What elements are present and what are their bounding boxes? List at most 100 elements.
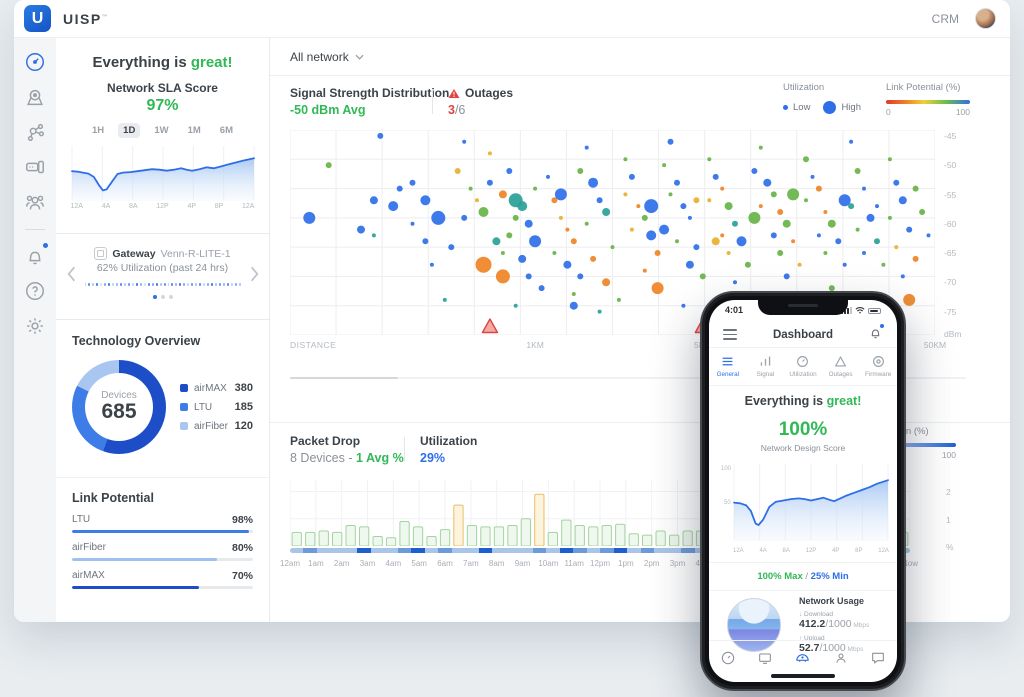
scatter-point[interactable]	[787, 188, 800, 201]
scatter-point[interactable]	[744, 261, 751, 268]
scatter-point[interactable]	[431, 210, 446, 225]
sidebar-item-topology[interactable]	[23, 120, 47, 144]
scatter-point[interactable]	[577, 273, 584, 280]
uisp-logo-icon[interactable]: U	[24, 5, 51, 32]
network-selector[interactable]: All network	[290, 50, 364, 64]
scatter-point[interactable]	[903, 293, 916, 306]
scatter-point[interactable]	[569, 301, 578, 310]
scatter-point[interactable]	[770, 232, 777, 239]
scatter-point[interactable]	[874, 238, 880, 245]
sidebar-item-settings[interactable]	[23, 314, 47, 338]
range-1h[interactable]: 1H	[92, 125, 105, 136]
scatter-point[interactable]	[442, 297, 447, 302]
nav-chat[interactable]	[859, 647, 897, 668]
scatter-point[interactable]	[461, 214, 468, 221]
scatter-point[interactable]	[512, 214, 519, 221]
scatter-point[interactable]	[855, 227, 860, 232]
nav-gateway[interactable]	[784, 647, 822, 668]
scatter-point[interactable]	[533, 186, 538, 191]
scatter-point[interactable]	[770, 191, 777, 198]
scatter-point[interactable]	[791, 239, 796, 244]
scatter-point[interactable]	[720, 233, 725, 238]
scatter-point[interactable]	[707, 157, 712, 162]
scatter-point[interactable]	[667, 138, 674, 145]
crm-link[interactable]: CRM	[931, 11, 959, 26]
scatter-point[interactable]	[518, 254, 527, 263]
scatter-point[interactable]	[468, 186, 473, 191]
scatter-point[interactable]	[733, 280, 737, 285]
scatter-point[interactable]	[875, 204, 879, 209]
scatter-point[interactable]	[726, 251, 731, 255]
menu-icon[interactable]	[723, 329, 737, 340]
scatter-point[interactable]	[707, 198, 712, 203]
scatter-point[interactable]	[642, 268, 647, 273]
scatter-point[interactable]	[782, 219, 791, 228]
scatter-point[interactable]	[751, 168, 758, 174]
scatter-point[interactable]	[388, 201, 399, 212]
sidebar-item-help[interactable]	[23, 279, 47, 303]
scatter-point[interactable]	[629, 227, 634, 232]
scatter-point[interactable]	[563, 260, 572, 269]
scatter-point[interactable]	[926, 233, 931, 238]
scatter-point[interactable]	[584, 221, 589, 226]
scatter-point[interactable]	[577, 168, 584, 174]
scatter-point[interactable]	[616, 297, 621, 302]
nav-devices[interactable]	[747, 647, 785, 668]
scatter-point[interactable]	[644, 199, 659, 214]
tab-signal[interactable]: Signal	[747, 348, 785, 385]
scatter-point[interactable]	[409, 179, 416, 186]
scatter-point[interactable]	[410, 221, 415, 226]
scatter-point[interactable]	[590, 255, 597, 262]
scatter-point[interactable]	[602, 208, 611, 216]
scatter-point[interactable]	[506, 168, 513, 174]
scatter-point[interactable]	[849, 139, 854, 144]
scatter-point[interactable]	[758, 145, 763, 150]
scatter-point[interactable]	[602, 278, 611, 287]
scatter-point[interactable]	[881, 262, 886, 267]
carousel-next-icon[interactable]	[247, 266, 261, 286]
scatter-point[interactable]	[862, 186, 866, 191]
scatter-point[interactable]	[478, 207, 489, 217]
scatter-point[interactable]	[396, 185, 403, 192]
scatter-point[interactable]	[887, 157, 892, 162]
scatter-point[interactable]	[475, 256, 492, 273]
home-indicator[interactable]	[771, 674, 835, 678]
scatter-point[interactable]	[487, 151, 492, 156]
range-6m[interactable]: 6M	[219, 125, 233, 136]
scatter-point[interactable]	[748, 211, 761, 224]
scatter-point[interactable]	[596, 197, 603, 204]
scatter-point[interactable]	[506, 232, 513, 239]
scatter-point[interactable]	[492, 237, 501, 246]
scatter-point[interactable]	[325, 162, 332, 169]
scatter-point[interactable]	[636, 204, 641, 209]
scatter-point[interactable]	[680, 203, 687, 210]
scatter-point[interactable]	[641, 214, 648, 221]
scatter-point[interactable]	[810, 174, 815, 179]
scatter-point[interactable]	[377, 132, 384, 139]
scatter-point[interactable]	[646, 230, 657, 241]
scatter-point[interactable]	[732, 220, 738, 227]
scatter-point[interactable]	[893, 179, 900, 186]
scatter-point[interactable]	[462, 139, 467, 144]
tab-general[interactable]: General	[709, 348, 747, 385]
scrollbar-thumb[interactable]	[290, 377, 398, 379]
scatter-point[interactable]	[369, 196, 378, 205]
scatter-point[interactable]	[538, 285, 545, 292]
carousel-prev-icon[interactable]	[64, 266, 78, 286]
scatter-point[interactable]	[558, 215, 563, 220]
scatter-point[interactable]	[777, 209, 784, 215]
outage-marker-icon[interactable]	[481, 318, 499, 334]
scatter-point[interactable]	[894, 245, 899, 250]
scatter-point[interactable]	[571, 292, 576, 296]
scatter-point[interactable]	[546, 174, 550, 179]
scatter-point[interactable]	[551, 197, 558, 204]
scatter-point[interactable]	[420, 195, 431, 206]
scatter-point[interactable]	[693, 244, 700, 251]
scatter-point[interactable]	[783, 273, 790, 280]
scatter-point[interactable]	[529, 235, 542, 248]
scatter-point[interactable]	[588, 177, 599, 188]
scatter-point[interactable]	[804, 198, 808, 203]
scatter-point[interactable]	[517, 201, 528, 212]
scatter-point[interactable]	[906, 226, 913, 233]
scatter-point[interactable]	[651, 282, 664, 295]
